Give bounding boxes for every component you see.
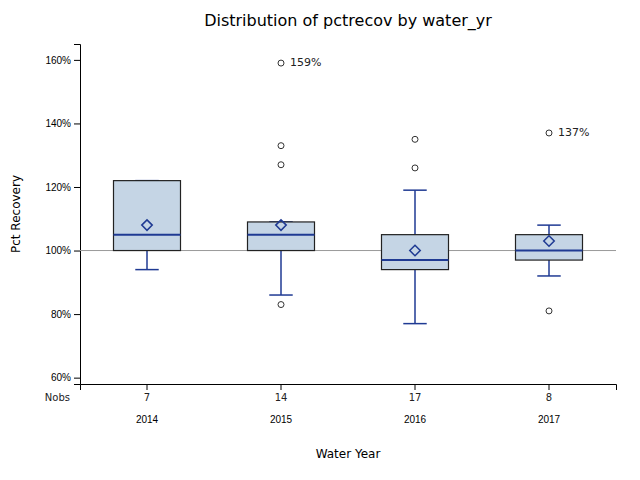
outlier xyxy=(278,60,284,66)
y-tick-label: 120% xyxy=(45,182,71,193)
whisker-high xyxy=(414,190,416,234)
nobs-value: 14 xyxy=(275,392,288,403)
median xyxy=(516,250,583,252)
cap-low xyxy=(403,323,426,325)
box xyxy=(382,235,449,270)
median xyxy=(114,234,181,236)
whisker-low xyxy=(414,270,416,324)
y-tick-mark xyxy=(74,187,80,188)
x-tick: 2017 xyxy=(538,384,561,425)
box-group xyxy=(382,136,449,323)
outlier xyxy=(546,130,552,136)
box xyxy=(114,181,181,251)
x-tick-mark xyxy=(415,384,416,390)
nobs-value: 7 xyxy=(144,392,150,403)
nobs-value: 17 xyxy=(409,392,422,403)
box xyxy=(248,222,315,251)
box-group xyxy=(114,181,181,270)
mean-marker xyxy=(544,236,554,246)
y-axis-title: Pct Recovery xyxy=(9,175,23,253)
whisker-low xyxy=(146,251,148,270)
y-tick-label: 140% xyxy=(45,118,71,129)
x-tick: 2014 xyxy=(136,384,159,425)
y-axis: 60% 80% 100% 120% 140% 160% xyxy=(45,45,80,385)
cap-low xyxy=(269,294,292,296)
marks xyxy=(80,60,616,324)
y-tick-label: 160% xyxy=(45,55,71,66)
y-tick: 60% xyxy=(51,372,80,383)
mean-marker xyxy=(142,220,152,230)
outlier xyxy=(278,143,284,149)
y-tick: 160% xyxy=(45,55,80,66)
nobs-label: Nobs xyxy=(45,392,70,403)
y-tick-label: 80% xyxy=(51,309,71,320)
y-tick-mark xyxy=(74,123,80,124)
x-axis-title: Water Year xyxy=(316,447,381,461)
whisker-low xyxy=(280,251,282,295)
y-tick: 120% xyxy=(45,182,80,193)
y-tick-mark xyxy=(74,251,80,252)
cap-high xyxy=(403,189,426,191)
axis-line xyxy=(81,385,617,391)
outlier-label: 137% xyxy=(558,126,589,139)
y-tick: 80% xyxy=(51,309,80,320)
outlier xyxy=(278,162,284,168)
x-axis: 2014 2015 2016 2017 xyxy=(81,384,617,425)
cap-high xyxy=(537,224,560,226)
x-tick: 2015 xyxy=(270,384,293,425)
x-tick-mark xyxy=(281,384,282,390)
y-tick-mark xyxy=(74,60,80,61)
y-tick: 140% xyxy=(45,118,80,129)
x-tick-label: 2017 xyxy=(538,414,561,425)
whisker-high xyxy=(548,225,550,235)
y-tick: 100% xyxy=(45,245,80,256)
box xyxy=(516,235,583,260)
cap-low xyxy=(135,269,158,271)
outlier xyxy=(546,308,552,314)
median xyxy=(382,259,449,261)
plot: 60% 80% 100% 120% 140% 160% 2014 2015 2016 2017 15… xyxy=(45,45,617,426)
whisker-low xyxy=(548,260,550,276)
x-tick-label: 2014 xyxy=(136,414,159,425)
median xyxy=(248,234,315,236)
x-tick-mark xyxy=(147,384,148,390)
y-tick-mark xyxy=(74,314,80,315)
outlier xyxy=(412,165,418,171)
y-tick-label: 100% xyxy=(45,245,71,256)
outlier xyxy=(278,302,284,308)
x-tick: 2016 xyxy=(404,384,427,425)
nobs-value: 8 xyxy=(546,392,552,403)
title: Distribution of pctrecov by water_yr xyxy=(204,11,492,31)
mean-marker xyxy=(410,245,420,255)
mean-marker xyxy=(276,220,286,230)
outlier xyxy=(412,136,418,142)
x-tick-mark xyxy=(549,384,550,390)
outlier-labels: 159% 137% xyxy=(290,56,589,139)
x-tick-label: 2015 xyxy=(270,414,293,425)
box-group xyxy=(516,130,583,314)
y-tick-mark xyxy=(74,378,80,379)
axis-line xyxy=(74,45,81,385)
outlier-label: 159% xyxy=(290,56,321,69)
chart: 60% 80% 100% 120% 140% 160% 2014 2015 2016 2017 15… xyxy=(0,0,640,480)
box-group xyxy=(248,60,315,307)
cap-low xyxy=(537,275,560,277)
x-tick-label: 2016 xyxy=(404,414,427,425)
y-tick-label: 60% xyxy=(51,372,71,383)
